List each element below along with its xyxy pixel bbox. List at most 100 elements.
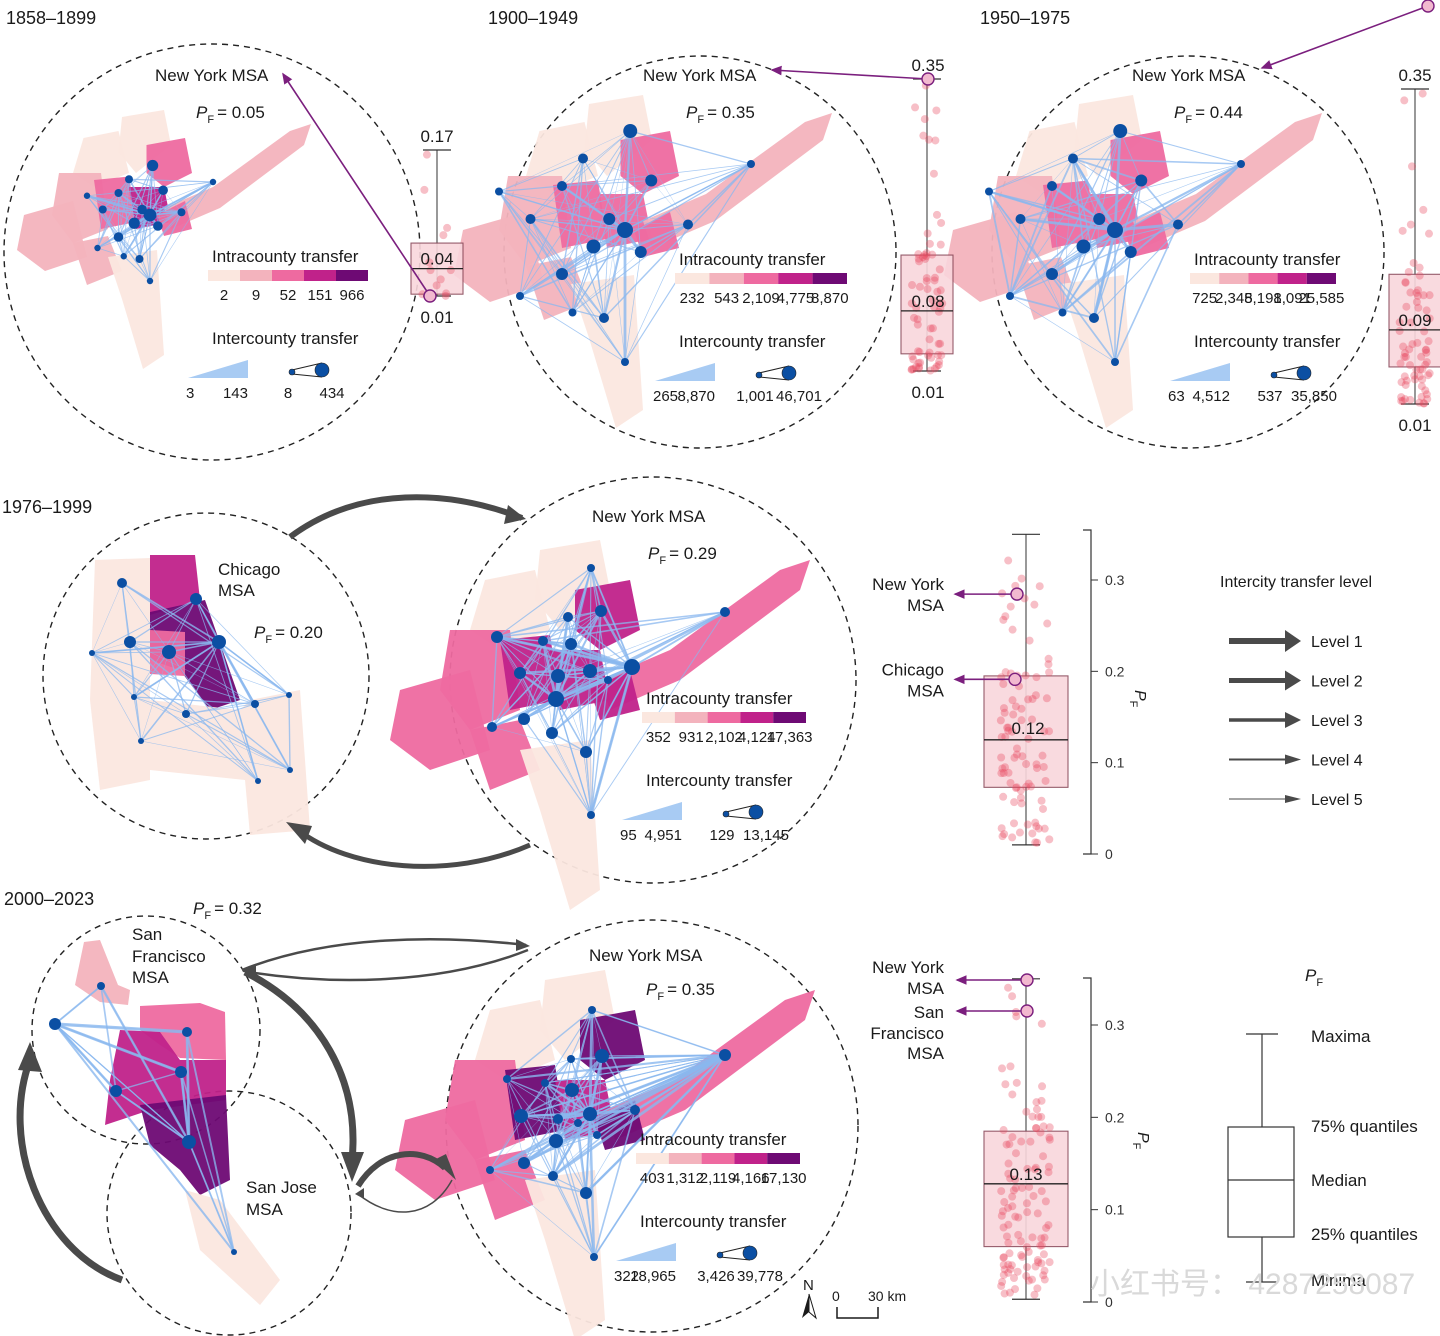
city-point [1044, 654, 1053, 663]
city-point [1410, 371, 1419, 380]
city-point [930, 273, 939, 282]
county-node [147, 159, 159, 172]
transfer-edge [133, 696, 142, 742]
city-point [1011, 1175, 1020, 1184]
legend-break: 403 [640, 1170, 665, 1187]
city-point [915, 348, 924, 357]
box-median-label: 0.13 [1009, 1165, 1042, 1184]
county-node [114, 189, 123, 197]
highlight-point [1020, 1004, 1034, 1018]
legend-break: 1,312 [666, 1170, 704, 1187]
county-node [1173, 219, 1183, 230]
city-point [1042, 694, 1051, 703]
transfer-edge [630, 130, 689, 225]
transfer-edge [179, 1071, 191, 1143]
legend-swatch [1277, 273, 1307, 284]
transfer-edge [561, 163, 752, 187]
highlight-point [1010, 587, 1024, 601]
legend-break: 232 [680, 290, 705, 307]
transfer-edge [118, 179, 130, 238]
city-point [932, 210, 941, 219]
city-point [1398, 226, 1407, 235]
axis-tick-label: 0.2 [1105, 663, 1125, 679]
city-point [1421, 346, 1430, 355]
transfer-edge [1119, 130, 1142, 181]
city-point [922, 274, 931, 283]
transfer-edge [496, 636, 557, 700]
transfer-edge [530, 218, 626, 231]
node-size-icon [725, 804, 757, 820]
transfer-edge [123, 255, 151, 282]
city-point [1416, 365, 1425, 374]
transfer-edge [180, 1071, 235, 1253]
city-point [1032, 760, 1041, 769]
county-shape [535, 540, 610, 630]
county-node [574, 1119, 582, 1127]
city-point [1004, 983, 1013, 992]
county-node [634, 246, 647, 258]
highlight-callout-arrow [282, 72, 431, 297]
city-point [1419, 399, 1428, 408]
transfer-edge [149, 181, 214, 216]
county-node [125, 175, 133, 184]
transfer-edge [544, 1082, 557, 1142]
city-point [1404, 268, 1413, 277]
county-node [212, 635, 226, 649]
county-shape [17, 201, 87, 271]
city-point [1041, 776, 1050, 785]
transfer-edge [133, 696, 187, 715]
transfer-edge [1113, 130, 1122, 231]
edge-min: 3 [186, 385, 194, 402]
city-point [1018, 752, 1027, 761]
city-point [1397, 396, 1406, 405]
county-shape [553, 180, 607, 248]
transfer-edge [572, 251, 641, 313]
node-size-icon [722, 810, 730, 818]
transfer-edge [149, 165, 154, 216]
city-point [1422, 390, 1431, 399]
city-point [934, 307, 943, 316]
transfer-edge [530, 163, 752, 220]
city-point [1410, 375, 1419, 384]
transfer-edge [498, 185, 563, 193]
city-point [1398, 397, 1407, 406]
north-label: N [803, 1277, 814, 1294]
city-point [935, 357, 944, 366]
county-node [131, 694, 137, 700]
callout-label: Chicago [882, 660, 944, 679]
city-point [1032, 822, 1041, 831]
city-point [1005, 1249, 1014, 1258]
transfer-edge [168, 651, 187, 715]
transfer-edge [91, 652, 256, 705]
transfer-edge [1114, 224, 1179, 363]
transfer-edge [489, 1169, 595, 1258]
legend-break: 8,870 [811, 290, 849, 307]
transfer-edge [530, 218, 563, 275]
transfer-edge [624, 251, 642, 363]
transfer-edge [561, 130, 631, 187]
county-node [593, 1131, 601, 1139]
transfer-edge [496, 636, 592, 816]
city-point [934, 360, 943, 369]
city-point [932, 106, 941, 115]
transfer-edge [121, 582, 290, 696]
city-point [1021, 671, 1030, 680]
node-size-icon [291, 362, 323, 378]
transfer-edge [519, 158, 584, 297]
intracounty-legend: Intracounty transfer 2 9 52 151 966 Intercount… [186, 247, 368, 402]
city-point [1045, 1133, 1054, 1142]
sf-msa-label-2: Francisco [132, 947, 206, 966]
city-point [1000, 1265, 1009, 1274]
period-label-2000-2023: 2000–2023 [4, 889, 94, 909]
intercounty-title: Intercounty transfer [212, 329, 359, 348]
transfer-edge [123, 214, 151, 257]
city-point [1033, 1284, 1042, 1293]
transfer-edge [498, 191, 531, 220]
transfer-edge [254, 694, 290, 705]
transfer-network [495, 124, 755, 366]
arrowhead-icon [1285, 630, 1301, 652]
transfer-edge [687, 163, 752, 225]
city-point [1007, 1261, 1016, 1270]
transfer-edge [91, 652, 142, 742]
transfer-edge [591, 1009, 603, 1057]
